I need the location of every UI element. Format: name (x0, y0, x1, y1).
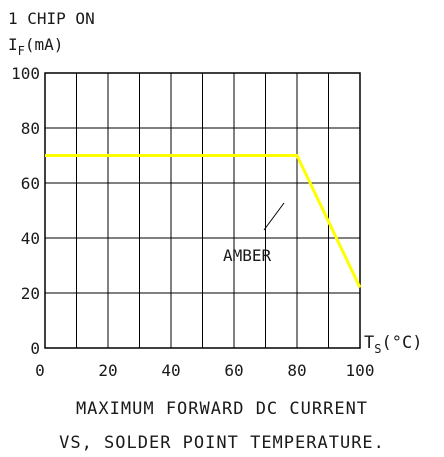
y-axis-label-main: I (8, 35, 18, 54)
x-tick-label: 20 (98, 361, 117, 380)
y-tick-labels: 0 20 40 60 80 100 (11, 64, 40, 358)
plot-frame (44, 72, 361, 349)
series-layer (45, 154, 362, 289)
grid-lines (45, 73, 360, 348)
x-tick-label: 80 (287, 361, 306, 380)
x-axis-label-main: T (364, 333, 374, 353)
y-tick-label: 20 (21, 284, 40, 303)
x-tick-label: 40 (161, 361, 180, 380)
chip-note: 1 CHIP ON (8, 9, 95, 28)
y-tick-label: 0 (30, 339, 40, 358)
y-axis-label-sub: F (18, 44, 25, 58)
series-label: AMBER (223, 246, 272, 265)
y-tick-label: 80 (21, 119, 40, 138)
x-axis-label-unit: (°C) (381, 333, 422, 353)
y-axis-label-unit: (mA) (25, 35, 64, 54)
caption-line-1: MAXIMUM FORWARD DC CURRENT (76, 399, 368, 419)
y-tick-label: 60 (21, 174, 40, 193)
caption-line-2: VS, SOLDER POINT TEMPERATURE. (59, 433, 385, 453)
y-tick-label: 40 (21, 229, 40, 248)
x-axis-label-sub: S (374, 342, 381, 356)
x-axis-label: TS(°C) (364, 333, 422, 356)
y-axis-label: IF(mA) (8, 35, 63, 58)
x-tick-label: 60 (224, 361, 243, 380)
series-label-leader (263, 202, 285, 231)
series-line (45, 154, 362, 289)
x-tick-label: 0 (35, 361, 45, 380)
y-tick-label: 100 (11, 64, 40, 83)
x-tick-label: 100 (346, 361, 375, 380)
x-tick-labels: 0 20 40 60 80 100 (35, 361, 374, 380)
